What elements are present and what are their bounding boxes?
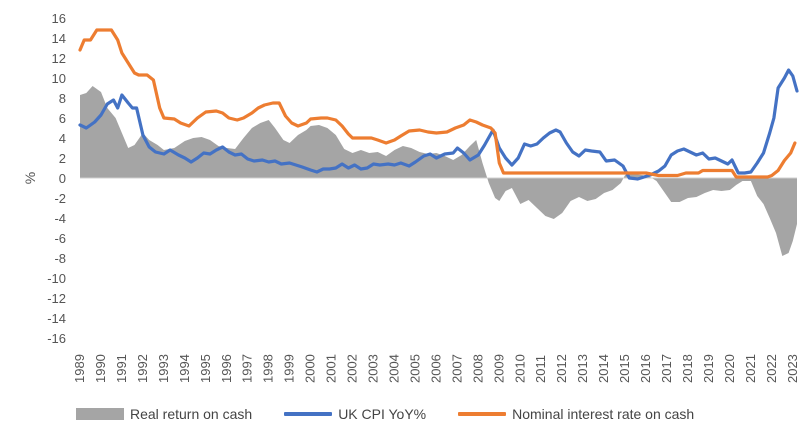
series-area-real-return <box>80 86 797 256</box>
legend: Real return on cash UK CPI YoY% Nominal … <box>76 402 796 426</box>
y-tick-label: 14 <box>52 31 66 46</box>
legend-item-real-return[interactable]: Real return on cash <box>76 406 252 422</box>
series-line-cpi <box>78 68 799 181</box>
x-tick-label: 2011 <box>533 355 548 383</box>
x-tick-label: 1999 <box>282 354 297 383</box>
x-tick-label: 1992 <box>135 354 150 383</box>
x-tick-label: 2023 <box>785 354 800 383</box>
y-tick-label: -12 <box>47 291 66 306</box>
x-tick-label: 2020 <box>722 354 737 383</box>
x-tick-label: 2013 <box>575 354 590 383</box>
y-tick-label: -14 <box>47 311 66 326</box>
legend-item-cpi[interactable]: UK CPI YoY% <box>284 406 426 422</box>
x-tick-label: 2012 <box>554 354 569 383</box>
x-tick-label: 2003 <box>366 354 381 383</box>
x-tick-label: 1993 <box>156 354 171 383</box>
line-layer <box>78 28 799 181</box>
x-tick-label: 2001 <box>324 354 339 383</box>
x-tick-label: 2017 <box>659 354 674 383</box>
legend-label-real-return: Real return on cash <box>130 406 253 422</box>
x-tick-labels: 1989 1990 1991 1992 1993 1994 1995 1996 1997 1998… <box>72 354 800 383</box>
y-tick-label: 4 <box>59 131 66 146</box>
x-tick-label: 2015 <box>617 354 632 383</box>
x-tick-label: 2018 <box>680 354 695 383</box>
x-tick-label: 1997 <box>240 354 255 383</box>
y-tick-label: -10 <box>47 271 66 286</box>
x-tick-label: 2006 <box>428 354 443 383</box>
x-tick-label: 2007 <box>449 354 464 383</box>
y-tick-label: 2 <box>59 151 66 166</box>
series-line-nominal <box>78 28 797 179</box>
x-tick-label: 2022 <box>764 354 779 383</box>
y-axis-label: % <box>22 172 38 184</box>
x-tick-label: 1996 <box>219 354 234 383</box>
x-tick-label: 1998 <box>261 354 276 383</box>
y-tick-labels: 16 14 12 10 8 6 4 2 0 -2 -4 -6 -8 -10 -12 -14 -16 <box>47 11 66 346</box>
x-tick-label: 2002 <box>345 354 360 383</box>
x-tick-label: 2014 <box>596 354 611 383</box>
y-tick-label: -16 <box>47 331 66 346</box>
y-tick-label: 6 <box>59 111 66 126</box>
legend-item-nominal[interactable]: Nominal interest rate on cash <box>458 406 694 422</box>
x-tick-label: 2004 <box>386 354 401 383</box>
area-layer <box>80 86 797 256</box>
x-tick-label: 2021 <box>743 354 758 383</box>
y-tick-label: -4 <box>54 211 66 226</box>
y-tick-label: 0 <box>59 171 66 186</box>
y-tick-label: 12 <box>52 51 66 66</box>
legend-label-nominal: Nominal interest rate on cash <box>512 406 695 422</box>
y-tick-label: -6 <box>54 231 66 246</box>
y-tick-label: 10 <box>52 71 66 86</box>
x-tick-label: 2008 <box>470 354 485 383</box>
legend-swatch-real-return <box>76 408 124 420</box>
y-tick-label: -8 <box>54 251 66 266</box>
x-tick-label: 2019 <box>701 354 716 383</box>
x-tick-label: 2010 <box>512 354 527 383</box>
y-tick-label: -2 <box>54 191 66 206</box>
legend-swatch-nominal <box>458 412 507 416</box>
x-tick-label: 2005 <box>407 354 422 383</box>
x-tick-label: 1994 <box>177 354 192 383</box>
x-tick-label: 1991 <box>114 354 129 383</box>
x-tick-label: 2016 <box>638 354 653 383</box>
x-tick-label: 1995 <box>198 354 213 383</box>
x-tick-label: 1989 <box>72 354 87 383</box>
y-tick-label: 8 <box>59 91 66 106</box>
x-tick-label: 2009 <box>491 354 506 383</box>
x-tick-label: 1990 <box>93 354 108 383</box>
y-tick-label: 16 <box>52 11 66 26</box>
legend-label-cpi: UK CPI YoY% <box>338 406 427 422</box>
x-tick-label: 2000 <box>303 354 318 383</box>
legend-swatch-cpi <box>284 412 333 416</box>
